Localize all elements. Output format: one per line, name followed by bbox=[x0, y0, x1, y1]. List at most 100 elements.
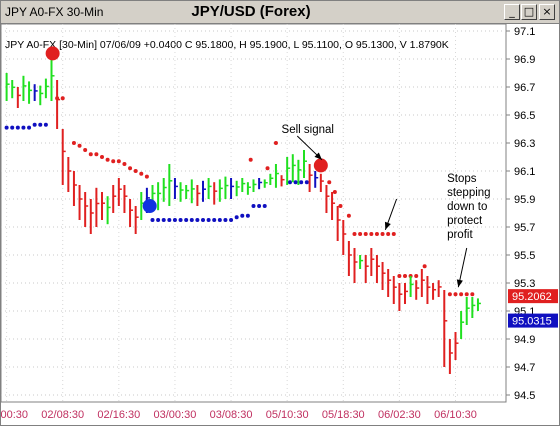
x-tick-label: 02/00:30 bbox=[1, 409, 28, 421]
y-tick-label: 96.3 bbox=[514, 138, 535, 150]
stop-dot-red bbox=[346, 213, 351, 218]
plot-area bbox=[1, 24, 507, 403]
x-tick-label: 03/08:30 bbox=[210, 409, 253, 421]
stop-dot-red bbox=[338, 204, 343, 208]
stop-dot-red bbox=[88, 152, 93, 157]
annotation-arrowhead bbox=[456, 279, 463, 288]
stop-dot-blue bbox=[178, 218, 183, 222]
price-chart: JPY A0-FX [30-Min] 07/06/09 +0.0400 C 95… bbox=[1, 24, 558, 421]
buy-signal-dot bbox=[142, 199, 157, 213]
stop-dot-blue bbox=[223, 218, 228, 222]
stop-dot-red bbox=[414, 274, 419, 278]
window-short-title: JPY A0-FX 30-Min bbox=[5, 5, 104, 19]
y-tick-label: 96.7 bbox=[514, 82, 535, 94]
stop-dot-red bbox=[111, 159, 116, 164]
stop-dot-red bbox=[128, 166, 133, 171]
y-tick-label: 95.5 bbox=[514, 250, 535, 262]
stop-dot-blue bbox=[167, 218, 172, 222]
stop-dot-red bbox=[94, 152, 99, 157]
stop-dot-red bbox=[459, 292, 464, 297]
stop-dot-blue bbox=[150, 218, 155, 222]
y-tick-label: 96.5 bbox=[514, 110, 535, 122]
x-tick-label: 02/08:30 bbox=[41, 409, 84, 421]
stop-dot-blue bbox=[156, 218, 161, 222]
annotation-text: Sell signal bbox=[282, 124, 334, 136]
stop-dot-red bbox=[122, 162, 127, 166]
trailing-stops bbox=[4, 96, 475, 297]
stop-dot-red bbox=[422, 264, 427, 269]
signal-dots bbox=[45, 46, 328, 213]
price-label-text: 95.0315 bbox=[512, 316, 552, 328]
x-axis: 02/00:30 02/08:30 02/16:30 03/00:30 03/08:30… bbox=[1, 409, 477, 421]
stop-dot-red bbox=[71, 141, 76, 145]
y-tick-label: 95.9 bbox=[514, 194, 535, 206]
stop-dot-red bbox=[380, 232, 385, 236]
stop-dot-red bbox=[374, 232, 379, 236]
stop-dot-red bbox=[332, 190, 337, 194]
stop-dot-blue bbox=[21, 125, 26, 130]
y-tick-label: 96.1 bbox=[514, 166, 535, 178]
stop-dot-blue bbox=[10, 125, 15, 130]
annotation-text: protect bbox=[447, 215, 483, 227]
stop-dot-blue bbox=[195, 218, 200, 222]
title-bar[interactable]: JPY A0-FX 30-Min JPY/USD (Forex) _ □ × bbox=[1, 1, 559, 24]
y-tick-label: 96.9 bbox=[514, 54, 535, 66]
y-tick-label: 95.3 bbox=[514, 278, 535, 290]
y-tick-label: 94.9 bbox=[514, 334, 535, 346]
close-button[interactable]: × bbox=[539, 4, 555, 20]
annotation-arrowhead bbox=[384, 221, 391, 230]
stop-dot-red bbox=[391, 232, 396, 236]
stop-dot-blue bbox=[43, 122, 48, 127]
stop-dot-red bbox=[116, 159, 121, 164]
price-label-box bbox=[508, 289, 558, 304]
stop-dot-blue bbox=[212, 218, 217, 222]
stop-dot-blue bbox=[293, 180, 298, 185]
x-tick-label: 05/10:30 bbox=[266, 409, 309, 421]
stop-dot-red bbox=[83, 148, 88, 152]
annotation-text: profit bbox=[447, 229, 473, 241]
annotation-arrowhead bbox=[314, 152, 322, 160]
stop-dot-blue bbox=[217, 218, 222, 222]
x-tick-label: 06/10:30 bbox=[434, 409, 477, 421]
grid bbox=[1, 24, 506, 402]
stop-dot-red bbox=[105, 157, 110, 162]
annotations: Sell signal Stops stepping down to protect pr… bbox=[282, 124, 491, 288]
minimize-button[interactable]: _ bbox=[504, 4, 520, 20]
stop-dot-blue bbox=[201, 218, 205, 222]
stop-dot-red bbox=[464, 292, 469, 297]
stop-dot-red bbox=[403, 274, 407, 278]
price-label-box bbox=[508, 313, 558, 328]
stop-dot-red bbox=[352, 232, 357, 236]
stop-dot-red bbox=[386, 232, 391, 236]
y-tick-label: 94.5 bbox=[514, 390, 535, 402]
stop-dot-blue bbox=[32, 122, 37, 127]
stop-dot-red bbox=[470, 292, 475, 297]
maximize-button[interactable]: □ bbox=[521, 4, 537, 20]
stop-dot-red bbox=[273, 141, 278, 145]
stop-dot-blue bbox=[304, 180, 309, 185]
stop-dot-blue bbox=[4, 125, 9, 130]
stop-dot-blue bbox=[161, 218, 166, 222]
stop-dot-blue bbox=[189, 218, 194, 222]
stop-dot-blue bbox=[251, 204, 256, 208]
annotation-text: stepping bbox=[447, 187, 490, 199]
sell-signal-dot bbox=[45, 46, 60, 61]
stop-dot-blue bbox=[38, 122, 43, 127]
stop-dot-red bbox=[60, 96, 65, 101]
stop-dot-red bbox=[369, 232, 374, 236]
sell-signal-dot bbox=[313, 158, 328, 173]
stop-dot-red bbox=[453, 292, 458, 297]
stop-dot-blue bbox=[257, 204, 262, 208]
y-tick-label: 95.7 bbox=[514, 222, 535, 234]
stop-dot-blue bbox=[206, 218, 211, 222]
x-tick-label: 05/18:30 bbox=[322, 409, 365, 421]
stop-dot-red bbox=[363, 232, 368, 236]
stop-dot-blue bbox=[27, 125, 32, 130]
stop-dot-blue bbox=[299, 180, 304, 185]
stop-dot-blue bbox=[245, 213, 250, 218]
stop-dot-red bbox=[265, 166, 270, 171]
annotation-text: down to bbox=[447, 201, 487, 213]
stop-dot-red bbox=[358, 232, 363, 236]
annotation-text: Stops bbox=[447, 173, 477, 185]
stop-dot-blue bbox=[15, 125, 20, 130]
